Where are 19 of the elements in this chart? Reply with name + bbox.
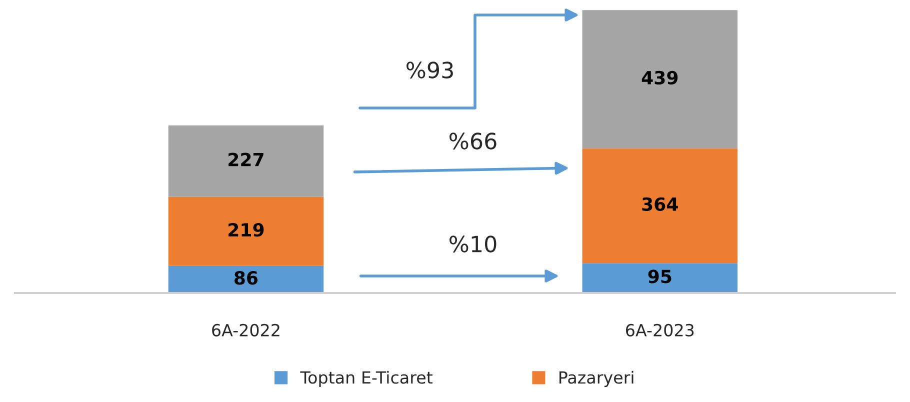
bar [168,266,324,293]
bar [582,10,738,148]
annotation: %66 [450,132,496,150]
annotation: %10 [450,236,496,252]
data-label: 95 [648,270,672,284]
bar [582,263,738,293]
data-label: 439 [642,70,678,84]
bar [582,148,738,264]
data-label: 227 [228,152,264,166]
legend-label: Pazaryeri [560,370,634,387]
bar [168,125,324,197]
bar [168,196,324,266]
annotation: %93 [406,62,453,78]
data-label: 86 [234,271,258,285]
data-label: 364 [642,197,678,211]
legend-label: Toptan E-Ticaret [300,370,432,387]
data-label: 219 [228,222,264,237]
x-tick-label: 6A-2022 [212,324,280,336]
x-tick-label: 6A-2023 [626,324,694,336]
